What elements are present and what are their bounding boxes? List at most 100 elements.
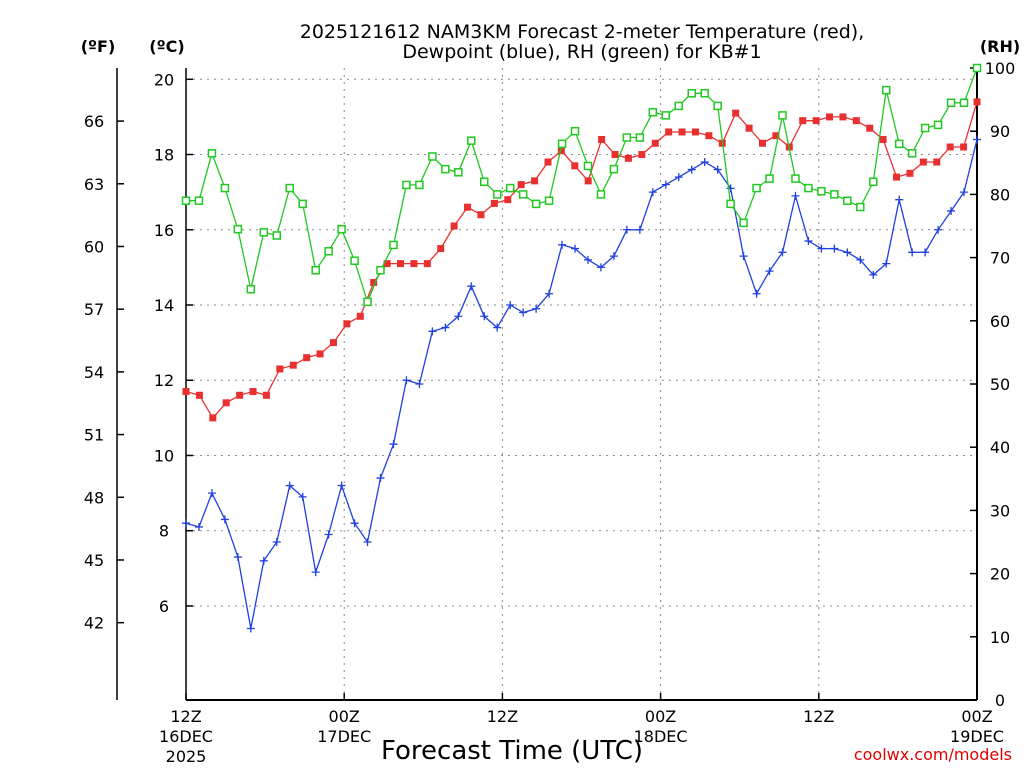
dewpoint-point xyxy=(960,188,969,197)
x-tick-label-time: 12Z xyxy=(487,707,518,726)
rh-point xyxy=(298,199,307,209)
x-tick-label-date: 19DEC xyxy=(950,727,1004,746)
dewpoint-point xyxy=(804,237,813,246)
rh-point xyxy=(881,85,891,95)
dewpoint-series xyxy=(182,135,981,633)
dewpoint-point xyxy=(947,206,956,215)
chart-title-line2: Dewpoint (blue), RH (green) for KB#1 xyxy=(402,41,761,63)
temperature-point xyxy=(665,128,673,136)
temperature-point xyxy=(356,312,364,320)
dewpoint-point xyxy=(337,481,346,490)
rh-point xyxy=(972,63,982,73)
rh-tick-label: 20 xyxy=(990,565,1010,584)
x-tick-label-time: 12Z xyxy=(803,707,834,726)
credit-text: coolwx.com/models xyxy=(854,745,1012,764)
dewpoint-point xyxy=(298,492,307,501)
temperature-point xyxy=(329,339,337,347)
rh-tick-label: 100 xyxy=(985,59,1016,78)
temperature-point xyxy=(852,117,860,125)
rh-point xyxy=(518,190,528,199)
dewpoint-point xyxy=(350,519,359,528)
rh-point xyxy=(402,180,411,190)
rh-point xyxy=(817,186,826,196)
rh-point xyxy=(791,174,800,183)
dewpoint-point xyxy=(895,195,904,204)
temperature-point xyxy=(678,128,686,136)
rh-point xyxy=(531,199,541,209)
dewpoint-point xyxy=(428,327,437,336)
temperature-point xyxy=(826,113,834,121)
temperature-point xyxy=(960,143,968,151)
rh-point xyxy=(311,265,320,275)
rh-point xyxy=(233,224,243,234)
dewpoint-point xyxy=(596,263,605,272)
dewpoint-point xyxy=(830,244,839,253)
rh-point xyxy=(843,196,852,205)
dewpoint-point xyxy=(700,158,709,167)
rh-point xyxy=(467,136,476,145)
temperature-point xyxy=(531,177,539,185)
celsius-tick-label: 8 xyxy=(159,522,169,541)
fahrenheit-tick-label: 60 xyxy=(84,237,104,256)
dewpoint-point xyxy=(532,304,541,313)
dewpoint-point xyxy=(519,308,528,317)
rh-point xyxy=(259,228,269,237)
dewpoint-point xyxy=(635,225,644,234)
dewpoint-point xyxy=(674,173,683,182)
rh-point xyxy=(907,149,917,158)
unit-rh-label: (RH) xyxy=(980,37,1020,56)
rh-point xyxy=(479,177,489,187)
rh-point xyxy=(856,202,865,212)
dewpoint-point xyxy=(389,440,398,449)
rh-tick-label: 80 xyxy=(990,185,1010,204)
grid-layer xyxy=(186,68,977,700)
dewpoint-point xyxy=(506,301,515,309)
rh-point xyxy=(946,98,956,108)
dewpoint-point xyxy=(622,225,631,234)
rh-point xyxy=(830,190,839,199)
axis-layer: 6 8 10 12 14 16 18 20 42 45 48 51 54 57 60 63 66 0 10 20 30 4… xyxy=(84,59,1015,766)
temperature-point xyxy=(624,154,632,162)
rh-point xyxy=(505,183,515,193)
chart-title-line1: 2025121612 NAM3KM Forecast 2-meter Tempe… xyxy=(300,21,864,43)
rh-point xyxy=(648,107,658,117)
rh-point xyxy=(194,196,204,205)
unit-celsius-label: (ºC) xyxy=(149,37,184,56)
rh-tick-label: 90 xyxy=(990,122,1010,141)
temperature-point xyxy=(504,196,512,204)
rh-tick-label: 50 xyxy=(990,375,1010,394)
temperature-point xyxy=(772,132,780,140)
rh-point xyxy=(739,218,748,228)
temperature-point xyxy=(437,245,445,253)
rh-point xyxy=(428,152,437,161)
rh-point xyxy=(583,161,593,171)
rh-point xyxy=(389,240,398,250)
rh-point xyxy=(778,111,787,120)
temperature-point xyxy=(195,391,203,399)
unit-fahrenheit-label: (ºF) xyxy=(81,37,116,56)
rh-point xyxy=(661,111,671,120)
x-tick-label-date: 18DEC xyxy=(634,727,688,746)
temperature-point xyxy=(343,320,351,328)
fahrenheit-tick-label: 42 xyxy=(84,614,104,633)
rh-point xyxy=(207,149,217,158)
rh-point xyxy=(350,256,359,266)
dewpoint-point xyxy=(402,376,411,385)
fahrenheit-tick-label: 45 xyxy=(84,551,104,570)
dewpoint-point xyxy=(272,538,281,546)
rh-point xyxy=(752,183,761,193)
rh-point xyxy=(454,168,463,177)
temperature-point xyxy=(893,173,901,181)
fahrenheit-tick-label: 63 xyxy=(84,175,104,194)
rh-tick-label: 40 xyxy=(990,438,1010,457)
x-tick-label-year: 2025 xyxy=(166,747,207,766)
dewpoint-point xyxy=(558,240,567,249)
x-tick-label-date: 17DEC xyxy=(317,727,371,746)
temperature-point xyxy=(464,203,472,211)
x-tick-label-time: 00Z xyxy=(329,707,360,726)
temperature-point xyxy=(839,113,847,121)
rh-point xyxy=(415,180,424,190)
dewpoint-point xyxy=(791,191,800,200)
dewpoint-point xyxy=(285,481,294,490)
